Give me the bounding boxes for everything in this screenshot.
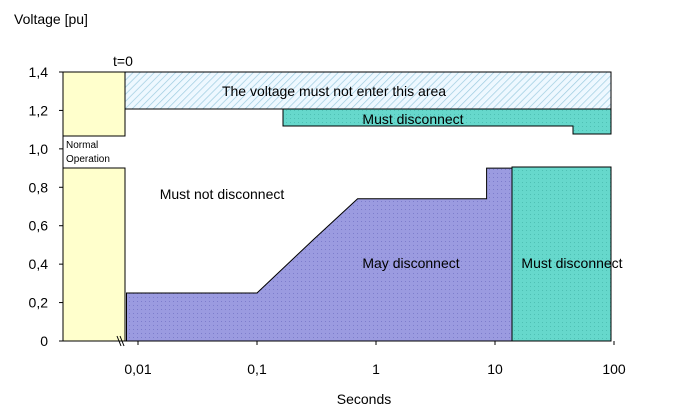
must-disconnect-low-label: Must disconnect [521, 255, 622, 271]
y-tick-label: 0,8 [29, 179, 49, 195]
y-tick-label: 0,2 [29, 295, 49, 311]
y-tick-label: 1,4 [29, 64, 49, 80]
y-axis-label: Voltage [pu] [14, 11, 88, 27]
normal-operation-region-top [62, 71, 126, 137]
must-not-enter-label: The voltage must not enter this area [222, 83, 446, 99]
y-tick-group: 0 0,2 0,4 0,6 0,8 1,0 1,2 1,4 [29, 64, 63, 349]
x-axis-break-1 [116, 335, 122, 347]
must-disconnect-high-label: Must disconnect [362, 111, 463, 127]
x-axis-break-2 [119, 335, 125, 347]
normal-operation-label-line2: Operation [66, 154, 110, 165]
must-not-enter-region [124, 71, 612, 110]
normal-operation-region-bottom [62, 167, 126, 342]
y-tick-label: 1,2 [29, 102, 49, 118]
t0-label: t=0 [113, 53, 133, 69]
must-not-disconnect-label: Must not disconnect [160, 186, 285, 202]
x-tick-label: 0,1 [247, 361, 267, 377]
x-axis-label: Seconds [337, 391, 391, 407]
normal-operation-label-line1: Normal [66, 140, 98, 151]
x-tick-label: 1 [372, 361, 380, 377]
x-tick-label: 100 [602, 361, 626, 377]
may-disconnect-label: May disconnect [362, 255, 459, 271]
must-disconnect-low-region [511, 166, 612, 342]
x-tick-label: 10 [487, 361, 503, 377]
x-tick-label: 0,01 [124, 361, 151, 377]
y-tick-label: 0 [40, 333, 48, 349]
y-tick-label: 0,6 [29, 218, 49, 234]
y-tick-label: 0,4 [29, 256, 49, 272]
y-tick-label: 1,0 [29, 141, 49, 157]
x-tick-group: 0,01 0,1 1 10 100 [124, 341, 626, 377]
must-disconnect-high-region [282, 108, 612, 135]
